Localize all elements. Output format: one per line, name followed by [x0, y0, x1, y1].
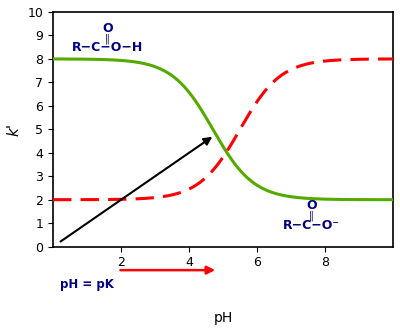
Text: R−C−O−H: R−C−O−H	[72, 41, 143, 54]
Text: R−C−O⁻: R−C−O⁻	[283, 218, 340, 232]
Text: O: O	[102, 22, 113, 35]
Text: ‖: ‖	[105, 34, 110, 44]
Text: ‖: ‖	[309, 211, 314, 221]
Y-axis label: k': k'	[7, 123, 22, 136]
X-axis label: pH: pH	[214, 311, 233, 325]
Text: O: O	[306, 199, 317, 212]
Text: pH = pK: pH = pK	[60, 278, 114, 291]
